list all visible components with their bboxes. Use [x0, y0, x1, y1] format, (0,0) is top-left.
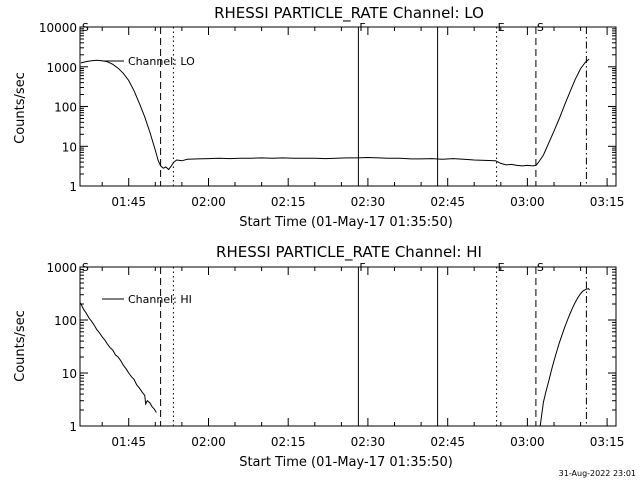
panel-lo-y-tick-label-1: 10: [62, 140, 77, 154]
panel-hi-y-tick-label-3: 1000: [46, 261, 77, 275]
panel-lo-y-ticks: 1 10 100 1000 10000: [39, 21, 616, 194]
panel-lo-x-tick-label-0: 01:45: [111, 195, 146, 209]
panel-hi-x-tick-label-6: 03:15: [590, 435, 625, 449]
panel-hi-legend-label: Channel: HI: [128, 293, 192, 306]
panel-hi-x-tick-label-3: 02:30: [351, 435, 386, 449]
panel-lo-title: RHESSI PARTICLE_RATE Channel: LO: [214, 4, 484, 23]
panel-lo-ylabel: Counts/sec: [13, 72, 28, 144]
panel-hi-series-layer: [79, 288, 590, 427]
panel-lo-markers: SFES: [82, 21, 587, 186]
panel-lo-legend-label: Channel: LO: [128, 55, 195, 68]
panel-hi-x-tick-label-0: 01:45: [111, 435, 146, 449]
panel-lo-y-tick-label-4: 10000: [39, 21, 77, 35]
panel-hi-x-ticks: 01:45 02:00 02:15 02:30 02:45 03:00 03:15: [101, 267, 625, 449]
panel-hi-markers: SFES: [82, 261, 587, 426]
panel-hi-axes-frame: [79, 266, 617, 427]
panel-lo-x-tick-label-1: 02:00: [191, 195, 226, 209]
panel-hi-series-line-1: [539, 288, 590, 427]
panel-lo-series-line-0: [80, 58, 590, 171]
panel-hi-y-tick-label-1: 10: [62, 367, 77, 381]
panel-lo-y-tick-label-0: 1: [69, 180, 77, 194]
panel-hi-xlabel: Start Time (01-May-17 01:35:50): [239, 455, 453, 470]
panel-hi-y-tick-label-2: 100: [54, 314, 77, 328]
panel-hi-series-line-0: [79, 302, 157, 413]
panel-hi-x-tick-label-5: 03:00: [510, 435, 545, 449]
footer-stamp: 31-Aug-2022 23:01: [559, 469, 636, 478]
panel-lo-x-tick-label-6: 03:15: [590, 195, 625, 209]
panel-lo-series-layer: [80, 58, 590, 171]
panel-lo-x-tick-label-3: 02:30: [351, 195, 386, 209]
panel-lo-x-tick-label-4: 02:45: [430, 195, 465, 209]
panel-lo-x-ticks: 01:45 02:00 02:15 02:30 02:45 03:00 03:15: [101, 27, 625, 209]
panel-lo-xlabel: Start Time (01-May-17 01:35:50): [239, 215, 453, 230]
panel-hi-title: RHESSI PARTICLE_RATE Channel: HI: [216, 243, 482, 262]
panel-lo: RHESSI PARTICLE_RATE Channel: LO SFES 01…: [13, 4, 624, 230]
panel-lo-x-tick-label-2: 02:15: [271, 195, 306, 209]
panel-hi-ylabel: Counts/sec: [13, 310, 28, 382]
panel-lo-x-tick-label-5: 03:00: [510, 195, 545, 209]
panel-hi: RHESSI PARTICLE_RATE Channel: HI SFES 01…: [13, 243, 624, 470]
panel-hi-x-tick-label-4: 02:45: [430, 435, 465, 449]
panel-hi-x-tick-label-2: 02:15: [271, 435, 306, 449]
panel-hi-x-tick-label-1: 02:00: [191, 435, 226, 449]
panel-lo-y-tick-label-2: 100: [54, 101, 77, 115]
panel-lo-y-tick-label-3: 1000: [46, 61, 77, 75]
panel-hi-y-ticks: 1 10 100 1000: [46, 261, 616, 434]
panel-hi-y-tick-label-0: 1: [69, 420, 77, 434]
